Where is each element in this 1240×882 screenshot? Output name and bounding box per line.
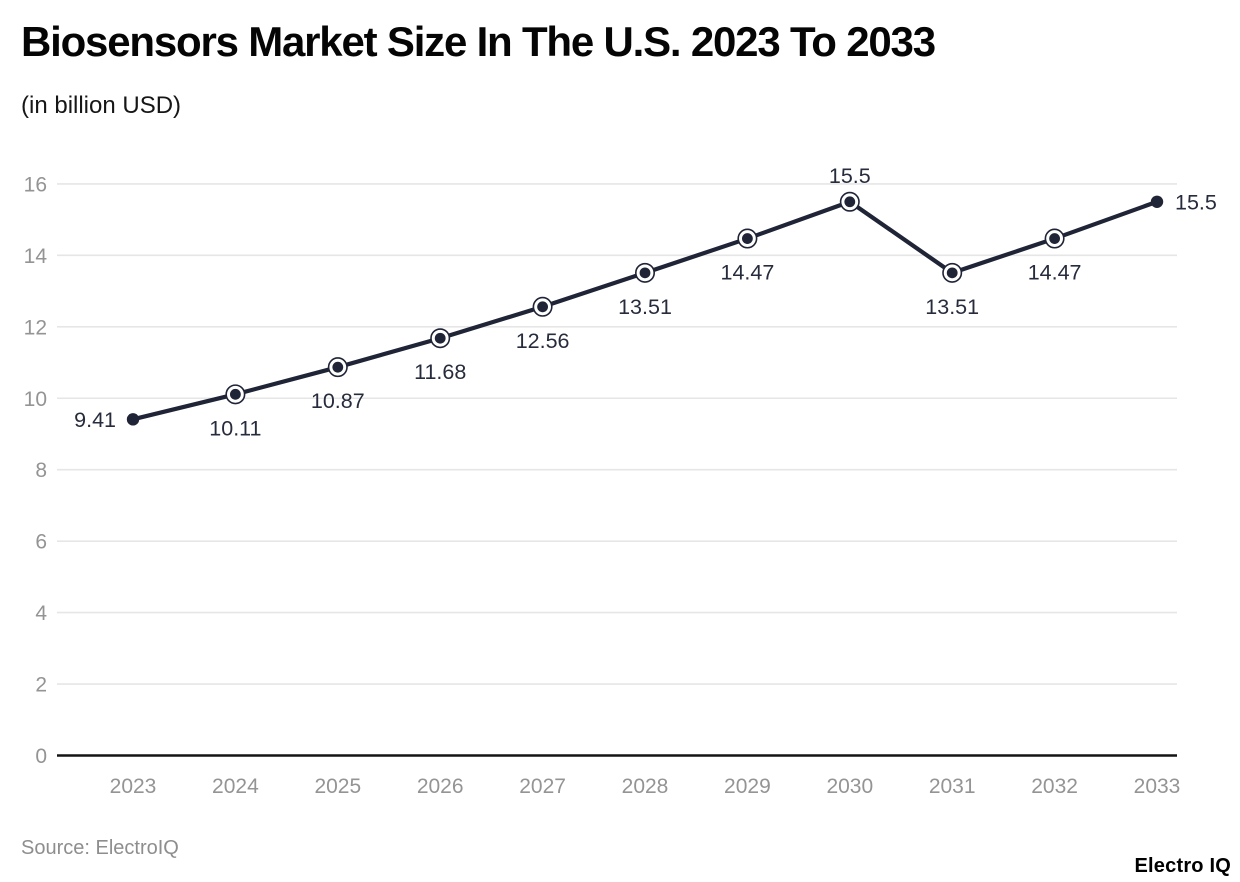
data-point-label: 10.11 [209,416,261,440]
data-point-label: 11.68 [414,360,466,384]
y-axis-tick-label: 6 [35,531,47,554]
y-axis-tick-label: 14 [24,245,48,268]
y-axis-tick-label: 8 [35,459,47,482]
data-point-label: 15.5 [829,164,871,188]
y-axis-tick-label: 10 [24,388,47,411]
data-point-label: 12.56 [516,329,570,353]
y-axis-tick-label: 12 [24,316,47,339]
data-point-label: 15.5 [1175,190,1217,214]
x-axis-tick-label: 2029 [724,775,771,798]
data-point-marker [639,267,651,279]
data-point-marker [1150,195,1164,208]
data-point-marker [742,233,753,244]
data-point-marker [1049,233,1060,244]
data-point-marker [126,413,140,426]
x-axis-tick-label: 2025 [314,775,361,798]
x-axis-tick-label: 2027 [519,775,566,798]
x-axis-tick-label: 2024 [212,775,259,798]
x-axis-tick-label: 2023 [110,775,157,798]
data-point-marker [434,332,446,344]
x-axis-tick-label: 2030 [826,775,873,798]
y-axis-tick-label: 4 [35,602,47,625]
y-axis-tick-label: 2 [35,674,47,697]
data-point-label: 13.51 [618,295,672,319]
x-axis-tick-label: 2026 [417,775,464,798]
data-point-label: 14.47 [720,261,774,285]
data-point-marker [537,301,548,313]
data-point-marker [946,267,958,279]
x-axis-tick-label: 2028 [622,775,669,798]
chart-title: Biosensors Market Size In The U.S. 2023 … [21,18,936,65]
data-point-label: 9.41 [74,408,116,432]
y-axis-tick-label: 16 [24,173,47,196]
brand-logo: Electro IQ [1134,855,1231,877]
y-axis-tick-label: 0 [35,745,47,768]
x-axis-tick-label: 2031 [929,775,976,798]
chart-subtitle: (in billion USD) [21,92,182,119]
data-point-marker [230,388,241,400]
data-point-label: 13.51 [925,295,979,319]
x-axis-tick-label: 2033 [1134,775,1181,798]
source-note: Source: ElectroIQ [21,837,179,859]
data-point-marker [844,196,856,208]
data-point-label: 10.87 [311,389,365,413]
x-axis-tick-label: 2032 [1031,775,1078,798]
data-point-marker [332,361,344,373]
data-point-label: 14.47 [1028,261,1082,285]
